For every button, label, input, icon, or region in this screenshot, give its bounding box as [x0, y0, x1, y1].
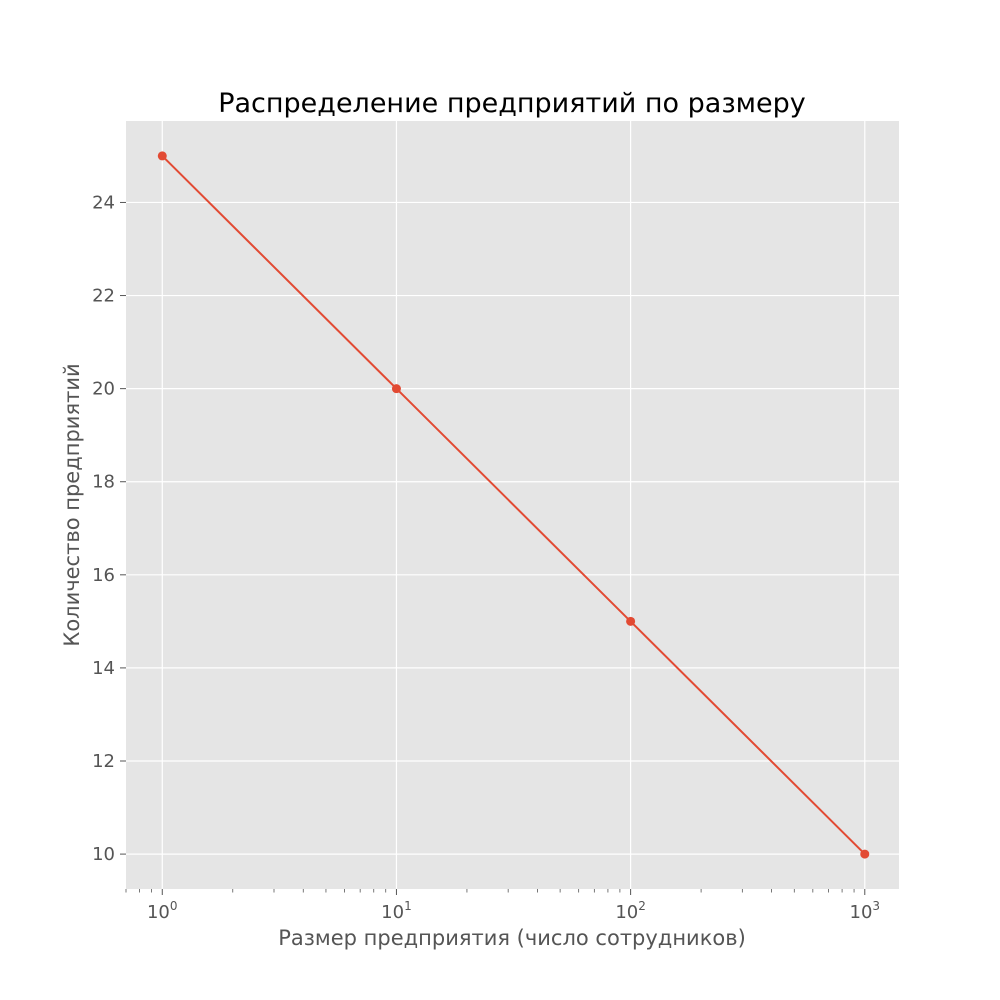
chart-title: Распределение предприятий по размеру	[218, 88, 806, 119]
y-tick-label: 18	[92, 472, 115, 493]
data-point	[391, 384, 401, 394]
y-tick-label: 16	[92, 565, 115, 586]
y-tick-label: 10	[92, 844, 115, 865]
grid	[126, 121, 899, 889]
minor-ticks	[125, 889, 855, 893]
x-axis-ticks: 100 101 102 103	[147, 889, 880, 923]
x-tick-label: 102	[615, 899, 646, 923]
x-tick-label: 100	[147, 899, 178, 923]
x-tick-label: 101	[381, 899, 412, 923]
data-point	[626, 616, 636, 626]
series-line	[161, 155, 866, 855]
y-tick-label: 20	[92, 379, 115, 400]
y-axis-ticks: 10 12 14 16 18 20 22 24	[92, 192, 126, 865]
data-point	[860, 849, 870, 859]
x-tick-label: 103	[850, 899, 881, 923]
y-tick-label: 22	[92, 286, 115, 307]
y-tick-label: 12	[92, 751, 115, 772]
y-axis-label: Количество предприятий	[60, 363, 84, 646]
series-group	[157, 151, 870, 859]
y-tick-label: 14	[92, 658, 115, 679]
data-point	[157, 151, 167, 161]
y-tick-label: 24	[92, 192, 115, 213]
x-axis-label: Размер предприятия (число сотрудников)	[278, 926, 746, 950]
